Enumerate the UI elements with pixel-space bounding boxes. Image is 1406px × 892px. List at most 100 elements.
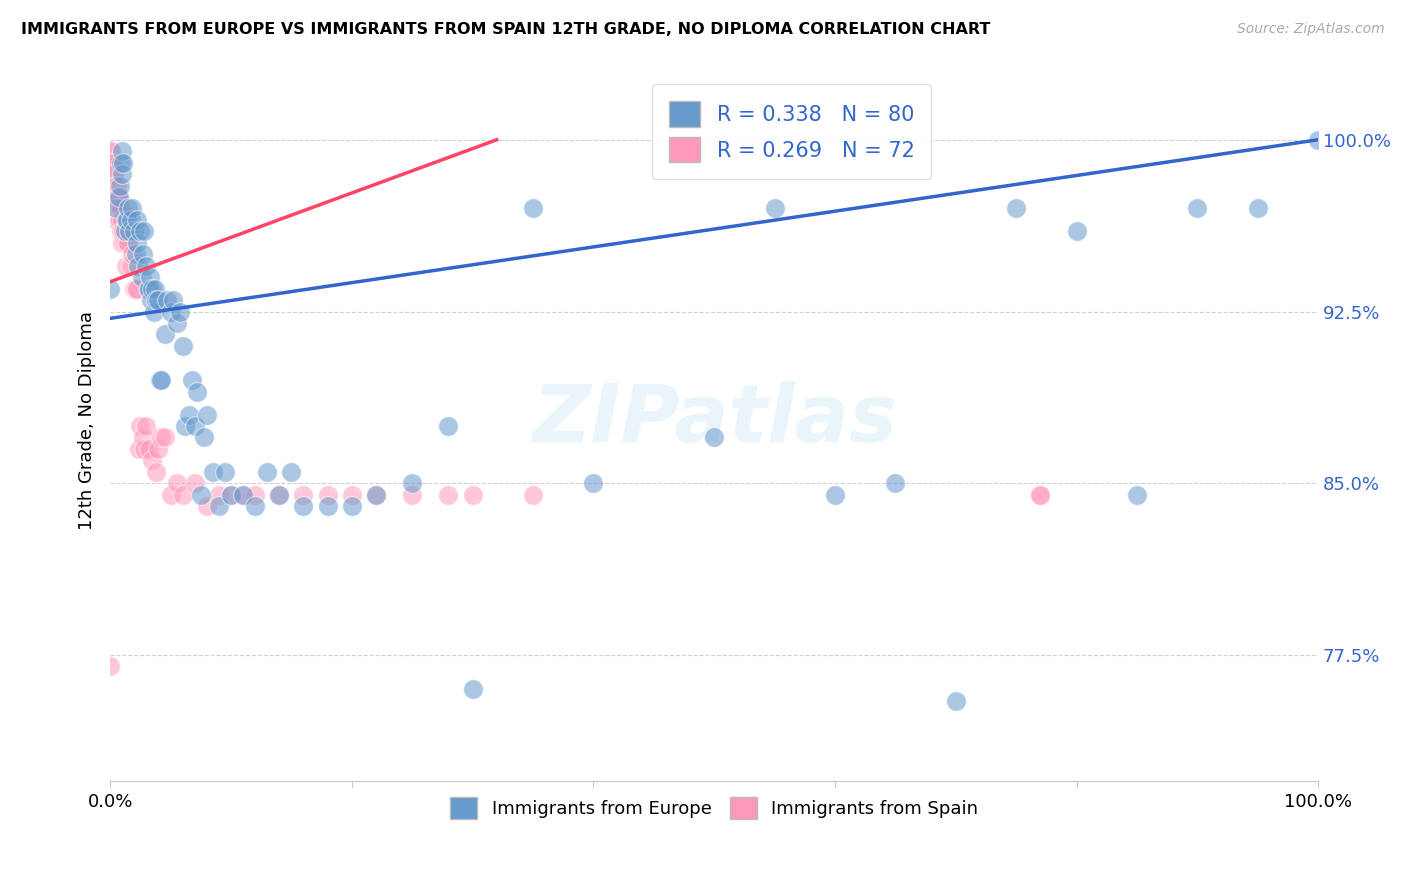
Point xyxy=(107,190,129,204)
Point xyxy=(141,453,163,467)
Point xyxy=(945,694,967,708)
Point xyxy=(124,282,146,296)
Point xyxy=(131,270,153,285)
Point xyxy=(98,659,121,673)
Point xyxy=(117,235,139,250)
Point xyxy=(105,213,128,227)
Point xyxy=(148,293,170,307)
Point xyxy=(98,145,121,159)
Point xyxy=(100,190,122,204)
Point xyxy=(136,282,159,296)
Point xyxy=(1187,202,1209,216)
Point xyxy=(1005,202,1028,216)
Point xyxy=(127,259,149,273)
Point xyxy=(107,178,129,193)
Point xyxy=(103,202,125,216)
Text: ZIPatlas: ZIPatlas xyxy=(531,381,897,459)
Point xyxy=(107,213,129,227)
Point xyxy=(1029,488,1052,502)
Point xyxy=(169,304,191,318)
Point xyxy=(110,202,132,216)
Point xyxy=(100,145,122,159)
Point xyxy=(159,488,181,502)
Point xyxy=(100,155,122,169)
Point xyxy=(132,224,155,238)
Point xyxy=(135,259,157,273)
Point xyxy=(1029,488,1052,502)
Point xyxy=(172,488,194,502)
Point xyxy=(280,465,302,479)
Point xyxy=(128,442,150,456)
Point xyxy=(401,488,423,502)
Point xyxy=(125,213,148,227)
Point xyxy=(340,499,363,513)
Point xyxy=(582,476,605,491)
Point xyxy=(269,488,291,502)
Point xyxy=(401,476,423,491)
Point xyxy=(219,488,242,502)
Point xyxy=(195,408,218,422)
Point xyxy=(292,488,315,502)
Point xyxy=(138,282,160,296)
Point xyxy=(132,442,155,456)
Point xyxy=(763,202,786,216)
Point xyxy=(461,488,484,502)
Point xyxy=(98,282,121,296)
Point xyxy=(118,224,141,238)
Point xyxy=(107,190,129,204)
Point xyxy=(166,316,188,330)
Point xyxy=(108,202,131,216)
Point xyxy=(186,384,208,399)
Point xyxy=(121,247,143,261)
Point xyxy=(193,430,215,444)
Point xyxy=(129,419,152,434)
Point xyxy=(703,430,725,444)
Point xyxy=(437,488,460,502)
Point xyxy=(139,270,162,285)
Point xyxy=(107,190,129,204)
Point xyxy=(143,282,166,296)
Point xyxy=(115,213,138,227)
Point xyxy=(129,224,152,238)
Point xyxy=(148,442,170,456)
Point xyxy=(120,259,142,273)
Point xyxy=(101,167,124,181)
Point xyxy=(181,373,204,387)
Point xyxy=(159,304,181,318)
Point xyxy=(232,488,254,502)
Point xyxy=(153,430,176,444)
Point xyxy=(292,499,315,513)
Point xyxy=(138,442,160,456)
Point xyxy=(1126,488,1149,502)
Point xyxy=(104,178,127,193)
Point xyxy=(105,202,128,216)
Point xyxy=(156,293,179,307)
Point xyxy=(522,202,544,216)
Point xyxy=(1308,133,1330,147)
Point xyxy=(124,247,146,261)
Point xyxy=(149,430,172,444)
Point xyxy=(105,190,128,204)
Point xyxy=(824,488,846,502)
Point xyxy=(316,499,339,513)
Point xyxy=(141,293,163,307)
Point xyxy=(107,213,129,227)
Point xyxy=(104,190,127,204)
Point xyxy=(437,419,460,434)
Point xyxy=(142,304,165,318)
Point xyxy=(364,488,387,502)
Point xyxy=(114,235,136,250)
Point xyxy=(243,488,266,502)
Point xyxy=(111,167,134,181)
Point xyxy=(201,465,224,479)
Point xyxy=(183,476,205,491)
Point xyxy=(149,373,172,387)
Point xyxy=(461,682,484,697)
Point xyxy=(111,235,134,250)
Point xyxy=(183,419,205,434)
Point xyxy=(135,419,157,434)
Point xyxy=(145,293,167,307)
Point xyxy=(884,476,907,491)
Point xyxy=(125,282,148,296)
Point xyxy=(172,339,194,353)
